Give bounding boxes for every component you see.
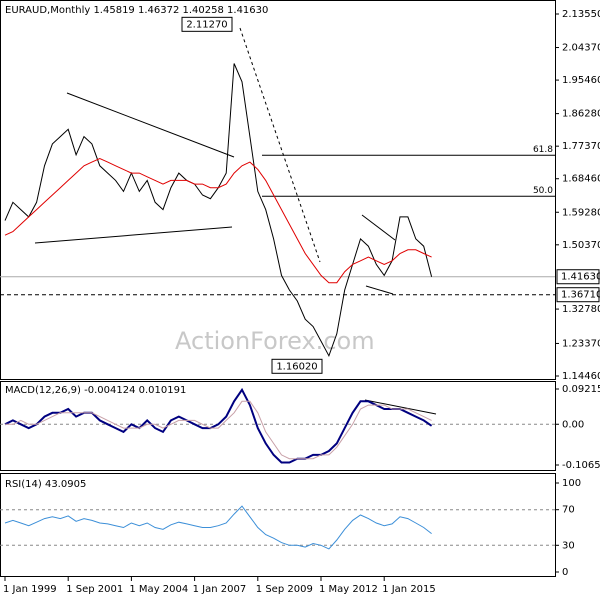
series-line [4,505,432,550]
y-tick-label: 1.77370 [562,141,600,152]
trendline [34,226,233,244]
fib-label: 61.8 [533,145,553,155]
x-tick-label: 1 Jan 2015 [382,584,436,595]
price-label-box [556,269,600,285]
trendline [364,399,437,415]
x-tick-label: 1 May 2004 [129,584,188,595]
x-tick-label: 1 Sep 2001 [66,584,123,595]
y-tick-label: 0 [562,567,568,578]
x-tick-label: 1 Sep 2009 [256,584,313,595]
trendlines [34,27,437,415]
watermark: ActionForex.com [175,327,375,355]
x-tick-label: 1 Jan 1999 [3,584,57,595]
y-tick-label: 1.86280 [562,109,600,120]
y-tick-label: 1.59280 [562,207,600,218]
extreme-box [181,16,233,32]
y-tick-label: -0.106503 [562,460,600,471]
rsi-title: RSI(14) 43.0905 [5,479,86,490]
price-pane [0,0,556,380]
extreme-label: 1.16020 [276,361,317,372]
y-tick-label: 1.95460 [562,75,600,86]
x-tick-label: 1 Jan 2007 [193,584,247,595]
extreme-box [271,358,323,374]
y-tick-label: 0.00 [562,419,584,430]
macd-pane [0,381,556,471]
y-tick-label: 0.092158 [562,384,600,395]
y-tick-label: 30 [562,540,575,551]
y-tick-label: 2.13550 [562,9,600,20]
trendline [66,92,235,158]
trendline [239,27,321,263]
y-tick-label: 100 [562,478,581,489]
trendline [361,214,396,241]
macd-title: MACD(12,26,9) -0.004124 0.010191 [5,385,186,396]
extreme-label: 2.11270 [186,19,227,30]
series-line [4,157,432,284]
y-tick-label: 1.23370 [562,338,600,349]
trendline [365,285,394,295]
series-line [4,387,433,464]
x-tick-label: 1 May 2012 [319,584,378,595]
y-tick-label: 1.14460 [562,371,600,382]
y-tick-label: 2.04370 [562,43,600,54]
y-tick-label: 1.68460 [562,174,600,185]
fib-label: 50.0 [533,186,553,196]
y-tick-label: 70 [562,505,575,516]
series-line [5,400,432,460]
price-label: 1.41630 [561,272,600,283]
price-label: 1.36710 [561,290,600,301]
y-tick-label: 1.50370 [562,240,600,251]
rsi-pane [0,473,556,577]
price-label-box [556,287,600,303]
price-title: EURAUD,Monthly 1.45819 1.46372 1.40258 1… [5,5,268,16]
y-tick-label: 1.32780 [562,304,600,315]
